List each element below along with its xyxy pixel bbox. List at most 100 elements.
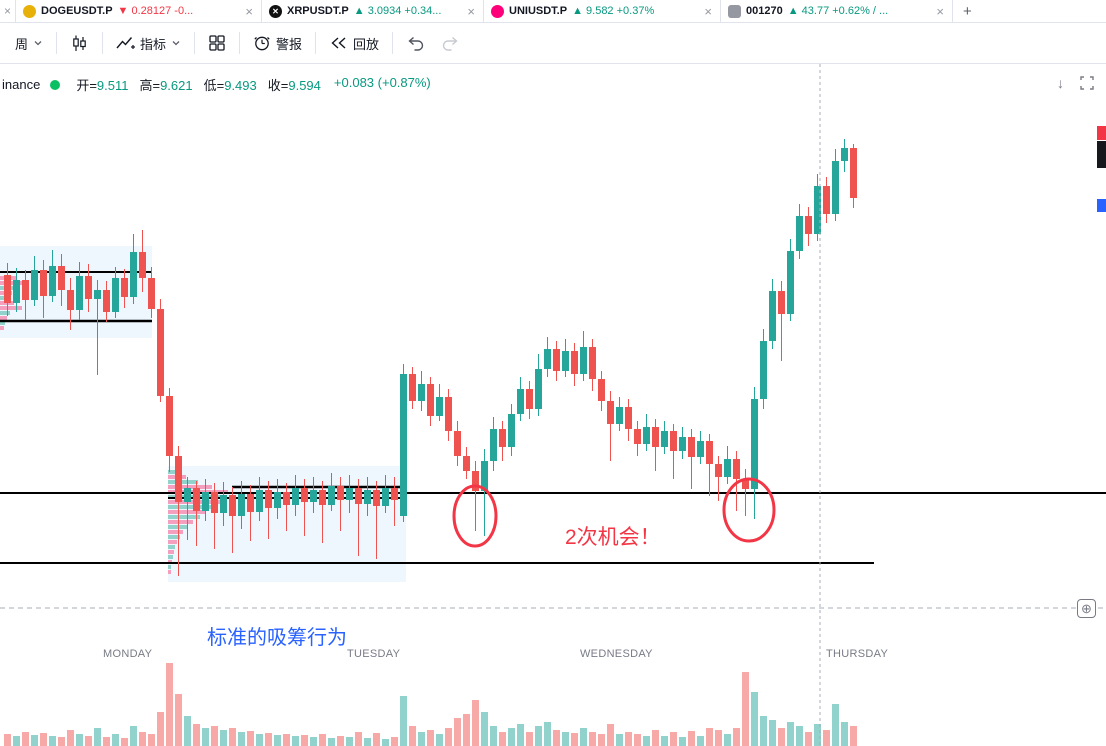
volume-bar bbox=[436, 734, 443, 746]
low-label: 低= bbox=[203, 78, 225, 93]
volume-profile-bar bbox=[168, 505, 214, 509]
volume-bar bbox=[724, 734, 731, 746]
alert-button[interactable]: 警报 bbox=[246, 28, 309, 59]
candle-body bbox=[832, 161, 839, 214]
doge-coin-icon bbox=[23, 4, 37, 18]
candle-body bbox=[463, 456, 470, 471]
candle-body bbox=[580, 347, 587, 374]
browser-tab-bar: × DOGEUSDT.P ▼ 0.28127 -0... × ✕ XRPUSDT… bbox=[0, 0, 1106, 23]
layout-grid-button[interactable] bbox=[201, 28, 233, 58]
volume-profile-bar bbox=[0, 326, 4, 330]
toolbar-divider bbox=[194, 32, 196, 54]
candle-body bbox=[139, 252, 146, 278]
volume-bar bbox=[409, 726, 416, 746]
volume-bar bbox=[121, 738, 128, 746]
candle-body bbox=[499, 429, 506, 447]
candle-body bbox=[274, 492, 281, 508]
candle-body bbox=[472, 471, 479, 491]
candle-body bbox=[733, 459, 740, 479]
undo-button[interactable] bbox=[399, 29, 433, 58]
candle-body bbox=[418, 384, 425, 401]
scroll-to-recent-icon[interactable]: ↓ bbox=[1057, 75, 1064, 91]
volume-bar bbox=[706, 728, 713, 746]
volume-bar bbox=[193, 724, 200, 746]
tab-001270[interactable]: 001270 ▲ 43.77 +0.62% / ... × bbox=[721, 0, 954, 22]
volume-bar bbox=[211, 726, 218, 746]
candle-body bbox=[4, 275, 11, 303]
chart-type-button[interactable] bbox=[63, 28, 96, 59]
volume-bar bbox=[238, 732, 245, 746]
volume-bar bbox=[229, 728, 236, 746]
interval-selector[interactable]: 周 bbox=[8, 28, 50, 59]
tab-uniusdt-active[interactable]: UNIUSDT.P ▲ 9.582 +0.37% × bbox=[484, 0, 722, 22]
chevron-down-icon bbox=[172, 41, 180, 46]
candle-body bbox=[364, 490, 371, 504]
volume-bar bbox=[670, 732, 677, 746]
volume-bar bbox=[301, 735, 308, 746]
volume-bar bbox=[814, 724, 821, 746]
replay-button[interactable]: 回放 bbox=[322, 28, 386, 59]
candle-body bbox=[382, 488, 389, 506]
toolbar-divider bbox=[56, 32, 58, 54]
alarm-clock-icon bbox=[254, 36, 270, 51]
candle-body bbox=[760, 341, 767, 399]
close-icon[interactable]: × bbox=[704, 3, 713, 19]
day-label-monday: MONDAY bbox=[103, 648, 153, 660]
chart-corner-actions: ↓ bbox=[1057, 75, 1094, 91]
volume-profile-bar bbox=[168, 565, 171, 569]
volume-bar bbox=[769, 720, 776, 746]
tab-xrpusdt[interactable]: ✕ XRPUSDT.P ▲ 3.0934 +0.34... × bbox=[262, 0, 485, 22]
candle-body bbox=[391, 488, 398, 500]
close-icon[interactable]: × bbox=[467, 3, 476, 19]
candle-body bbox=[517, 389, 524, 414]
close-icon[interactable]: × bbox=[245, 3, 254, 19]
candle-body bbox=[490, 429, 497, 461]
price-label-fragment bbox=[1097, 126, 1106, 140]
high-value: 9.621 bbox=[160, 78, 193, 93]
candle-body bbox=[148, 278, 155, 309]
market-status-dot bbox=[50, 79, 61, 90]
chart-toolbar: 周 指标 bbox=[0, 23, 1106, 64]
candle-body bbox=[193, 488, 200, 511]
close-label: 收= bbox=[267, 78, 289, 93]
close-icon[interactable]: × bbox=[0, 0, 17, 22]
annotation-accumulation: 标准的吸筹行为 bbox=[207, 627, 347, 649]
volume-bar bbox=[40, 733, 47, 746]
ohlc-values: 开=9.511 高=9.621 低=9.493 收=9.594 +0.083 (… bbox=[76, 75, 430, 94]
candle-body bbox=[454, 431, 461, 456]
candle-body bbox=[166, 396, 173, 456]
replay-label: 回放 bbox=[353, 36, 380, 52]
uni-coin-icon bbox=[491, 4, 505, 18]
open-value: 9.511 bbox=[96, 78, 129, 93]
candle-body bbox=[616, 407, 623, 424]
volume-bar bbox=[445, 728, 452, 746]
volume-bar bbox=[13, 736, 20, 746]
indicators-button[interactable]: 指标 bbox=[109, 28, 188, 59]
new-tab-button[interactable]: + bbox=[963, 2, 972, 20]
symbol-legend[interactable]: inance 开=9.511 高=9.621 低=9.493 收=9.594 +… bbox=[2, 75, 431, 94]
volume-bar bbox=[337, 736, 344, 746]
volume-profile-bar bbox=[168, 540, 177, 544]
tab-symbol: 001270 bbox=[746, 5, 783, 17]
close-icon[interactable]: × bbox=[936, 3, 945, 19]
price-label-fragment bbox=[1097, 141, 1106, 168]
maximize-pane-icon[interactable] bbox=[1080, 76, 1094, 90]
redo-button[interactable] bbox=[433, 29, 467, 58]
volume-bar bbox=[688, 731, 695, 746]
candle-body bbox=[706, 441, 713, 464]
candle-body bbox=[175, 456, 182, 502]
toolbar-divider bbox=[102, 32, 104, 54]
candle-body bbox=[805, 216, 812, 234]
add-alert-line-button[interactable]: ⊕ bbox=[1077, 599, 1096, 618]
volume-bar bbox=[4, 734, 11, 746]
candle-body bbox=[688, 437, 695, 457]
tab-dogeusdt[interactable]: DOGEUSDT.P ▼ 0.28127 -0... × bbox=[16, 0, 263, 22]
volume-bar bbox=[85, 736, 92, 746]
close-value: 9.594 bbox=[288, 78, 321, 93]
candle-body bbox=[346, 488, 353, 500]
volume-bar bbox=[292, 736, 299, 746]
candle-body bbox=[769, 291, 776, 341]
toolbar-divider bbox=[392, 32, 394, 54]
